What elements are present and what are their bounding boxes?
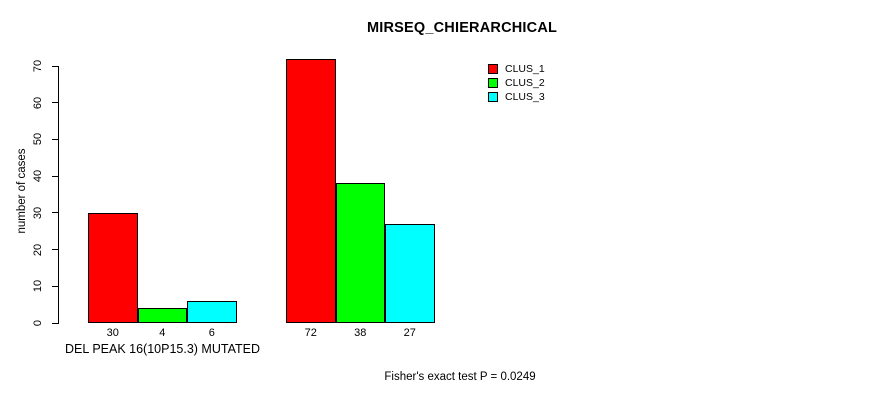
bar-value-label-clus_1-group1: 30 [106,327,119,339]
legend-label-clus_3: CLUS_3 [505,91,545,103]
y-tick-label-70: 70 [32,59,44,73]
y-tick-label-0: 0 [32,319,44,327]
legend-swatch-clus_3 [488,92,498,102]
y-tick-label-30: 30 [32,206,44,219]
x-axis-label: DEL PEAK 16(10P15.3) MUTATED [65,342,260,356]
legend: CLUS_1 CLUS_2 CLUS_3 [488,62,545,104]
y-tick-label-20: 20 [32,243,44,256]
legend-label-clus_2: CLUS_2 [505,77,545,89]
bar-clus_1-group1 [88,212,138,323]
bar-value-label-clus_3-group1: 6 [208,327,215,339]
bar-clus_2-group2 [335,183,385,323]
bar-value-label-clus_2-group2: 38 [354,327,367,339]
y-tick-0 [52,322,58,324]
bar-value-label-clus_3-group2: 27 [403,327,416,339]
y-axis-line [58,66,59,324]
bar-value-label-clus_2-group1: 4 [159,327,166,339]
y-tick-50 [52,138,58,140]
y-axis-label: number of cases [16,148,28,234]
y-tick-label-60: 60 [32,96,44,109]
bar-clus_1-group2 [286,58,336,323]
bar-clus_3-group1 [187,300,237,323]
y-tick-60 [52,102,58,104]
legend-item-clus_2: CLUS_2 [488,76,545,90]
bar-clus_2-group1 [137,308,187,323]
y-tick-label-50: 50 [32,133,44,146]
y-tick-30 [52,212,58,214]
legend-swatch-clus_2 [488,78,498,88]
y-tick-10 [52,285,58,287]
y-tick-label-40: 40 [32,170,44,183]
y-tick-label-10: 10 [32,280,44,293]
y-tick-40 [52,175,58,177]
legend-label-clus_1: CLUS_1 [505,63,545,75]
y-tick-20 [52,249,58,251]
chart-title: MIRSEQ_CHIERARCHICAL [366,20,558,36]
bar-value-label-clus_1-group2: 72 [304,327,317,339]
y-tick-70 [52,65,58,67]
legend-swatch-clus_1 [488,64,498,74]
bar-clus_3-group2 [385,223,435,323]
legend-item-clus_1: CLUS_1 [488,62,545,76]
fisher-test-annotation: Fisher's exact test P = 0.0249 [384,371,536,383]
legend-item-clus_3: CLUS_3 [488,90,545,104]
